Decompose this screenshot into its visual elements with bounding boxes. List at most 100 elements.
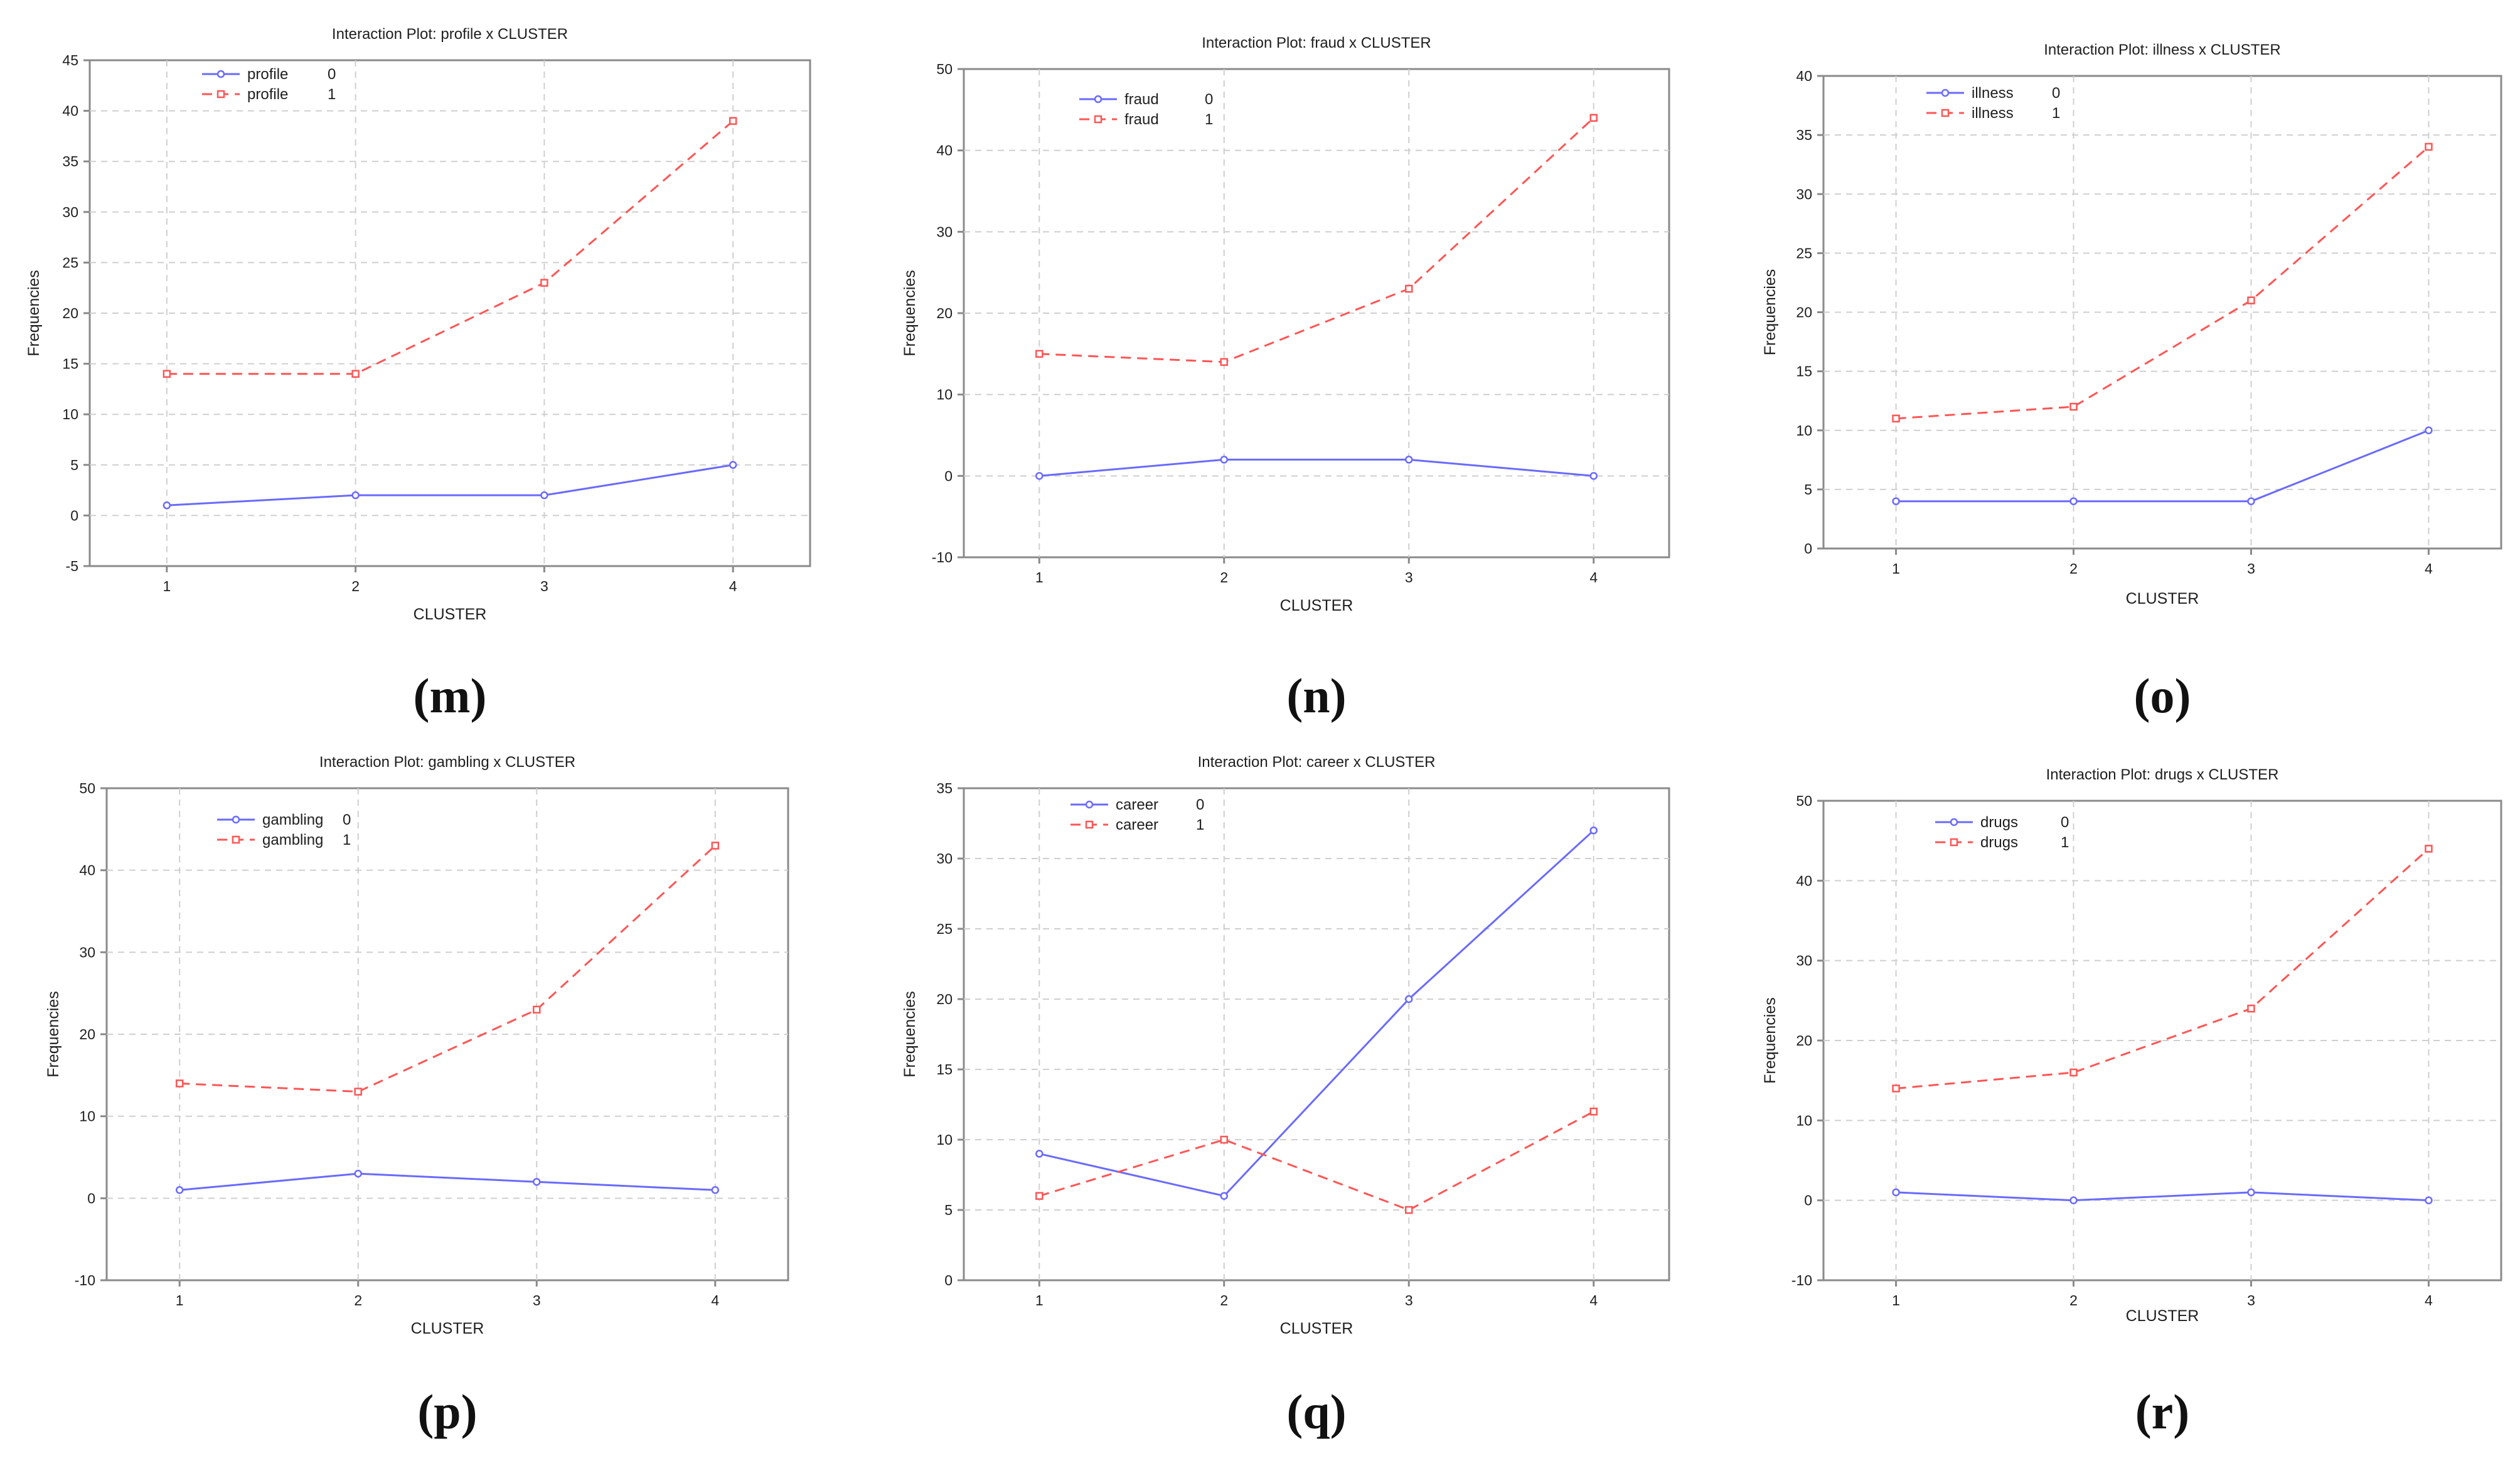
y-axis-label: Frequencies [45,991,62,1078]
legend: gambling 0 gambling 1 [217,811,351,848]
legend-level: 0 [1196,796,1204,813]
legend-label: profile [247,86,288,103]
legend-marker [232,835,240,844]
legend-label: gambling [262,811,323,828]
data-point [354,1088,362,1096]
data-point [1404,284,1413,293]
chart-panel-n: -10 0 10 20 30 40 50 1 2 3 4 fraud 0 fraud 1 Interactio… [901,35,1670,723]
legend-level: 1 [1205,111,1213,128]
y-tick-label: 25 [62,254,78,270]
data-point [540,279,548,287]
y-tick-label: 20 [936,991,953,1007]
y-tick-label: 35 [62,153,78,169]
data-point [2069,497,2078,505]
y-tick-label: 40 [79,862,95,879]
legend-level: 1 [2061,834,2069,851]
y-axis-label: Frequencies [1761,997,1779,1084]
y-axis-label: Frequencies [1761,269,1779,356]
y-tick-label: 0 [1804,540,1812,557]
legend-marker [1941,88,1950,97]
legend-marker [232,815,240,824]
data-point [1035,472,1044,480]
y-tick-label: 10 [936,387,953,403]
chart-panel-m: -5 0 5 10 15 20 25 30 35 40 45 1 2 3 4 profile 0 profile 1… [25,26,811,723]
y-tick-label: 20 [1796,1032,1812,1049]
x-tick-label: 4 [729,578,737,594]
y-axis-label: Frequencies [25,270,43,356]
data-point [729,461,737,469]
y-tick-label: 40 [1796,68,1812,84]
legend-marker [1950,818,1958,827]
x-tick-label: 4 [1589,1292,1598,1308]
series-line-fraud-1 [1039,117,1594,363]
data-point [1589,114,1598,122]
x-axis-label: CLUSTER [1280,1320,1353,1337]
data-point [2425,845,2433,853]
legend-level: 0 [2052,85,2060,102]
series-line-fraud-0 [1039,458,1594,477]
data-point [1892,414,1900,423]
data-point [1589,472,1598,480]
y-tick-label: 50 [936,61,953,77]
chart-title: Interaction Plot: fraud x CLUSTER [1202,35,1431,51]
series-line-profile-0 [166,464,734,506]
legend-level: 0 [343,811,351,828]
legend-label: gambling [262,832,323,848]
y-tick-label: 10 [936,1132,953,1148]
legend-level: 0 [2061,814,2069,831]
x-tick-label: 2 [2069,1292,2078,1308]
x-tick-label: 3 [2247,1292,2255,1308]
legend: career 0 career 1 [1070,796,1204,833]
legend-marker [1950,838,1958,847]
series-line-drugs-1 [1896,848,2430,1089]
data-point [2247,1188,2255,1197]
legend-label: illness [1972,85,2014,102]
series-line-career-1 [1038,1110,1594,1211]
x-tick-label: 3 [1405,1292,1413,1308]
x-tick-label: 4 [2425,560,2433,577]
data-point [540,491,548,500]
y-tick-label: 20 [1796,304,1812,321]
x-tick-label: 3 [540,578,548,594]
data-point [175,1186,184,1194]
legend-level: 0 [328,66,336,83]
data-point [2069,402,2078,411]
y-tick-label: 30 [1796,953,1812,969]
x-tick-label: 3 [533,1292,541,1308]
y-tick-label: 40 [62,103,78,119]
y-tick-label: 30 [79,944,95,960]
legend-label: drugs [1980,834,2018,851]
legend-marker [1094,115,1102,124]
x-tick-label: 4 [1589,569,1598,586]
data-point [351,370,360,378]
data-point [2069,1196,2078,1204]
legend-label: career [1116,816,1158,833]
data-point [2425,142,2433,151]
x-tick-label: 1 [1035,1292,1044,1308]
y-tick-label: 15 [936,1061,953,1078]
legend: fraud 0 fraud 1 [1079,91,1213,128]
data-point [2069,1068,2078,1077]
data-point [1892,497,1900,505]
data-point [533,1177,541,1186]
y-tick-label: 10 [62,406,78,422]
y-tick-label: 25 [936,921,953,937]
y-tick-label: 45 [62,52,78,68]
y-tick-label: 10 [1796,1112,1812,1128]
data-point [1404,456,1413,464]
x-tick-label: 4 [711,1292,719,1308]
chart-title: Interaction Plot: profile x CLUSTER [332,26,568,43]
y-tick-label: 35 [1796,127,1812,143]
x-tick-label: 2 [2069,560,2078,577]
data-point [2247,1004,2255,1013]
data-point [1035,1150,1044,1158]
data-point [1220,456,1229,464]
panel-caption: (r) [2135,1384,2190,1439]
data-point [1589,1107,1598,1116]
series-line-gambling-0 [179,1172,715,1191]
series-line-career-0 [1038,830,1594,1197]
legend-marker [216,70,225,78]
legend: drugs 0 drugs 1 [1935,814,2069,851]
panel-caption: (p) [417,1384,477,1439]
plot-area [963,787,1670,1282]
